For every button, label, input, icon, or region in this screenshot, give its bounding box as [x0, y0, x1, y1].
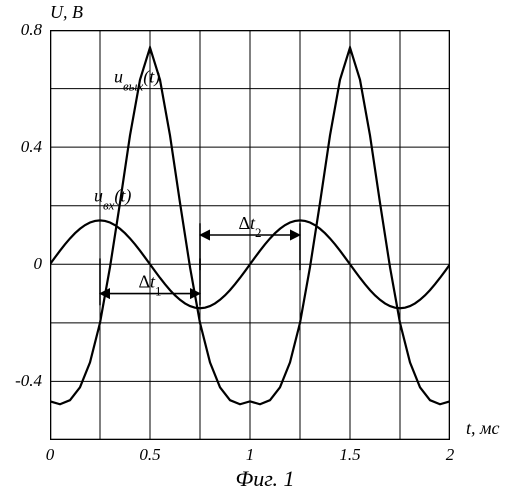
plot-area: Δt1Δt2uвых(t)uвх(t)	[50, 30, 450, 440]
y-tick: 0.4	[6, 137, 42, 157]
x-tick: 0	[30, 445, 70, 465]
y-axis-title: U, В	[50, 2, 83, 23]
y-tick: 0.8	[6, 20, 42, 40]
x-axis-title: t, мс	[466, 418, 499, 439]
x-tick: 0.5	[130, 445, 170, 465]
x-tick: 1.5	[330, 445, 370, 465]
y-tick: -0.4	[6, 371, 42, 391]
x-tick: 2	[430, 445, 470, 465]
y-tick: 0	[6, 254, 42, 274]
x-tick: 1	[230, 445, 270, 465]
plot-svg: Δt1Δt2uвых(t)uвх(t)	[50, 30, 450, 440]
figure-caption: Фиг. 1	[0, 466, 530, 492]
